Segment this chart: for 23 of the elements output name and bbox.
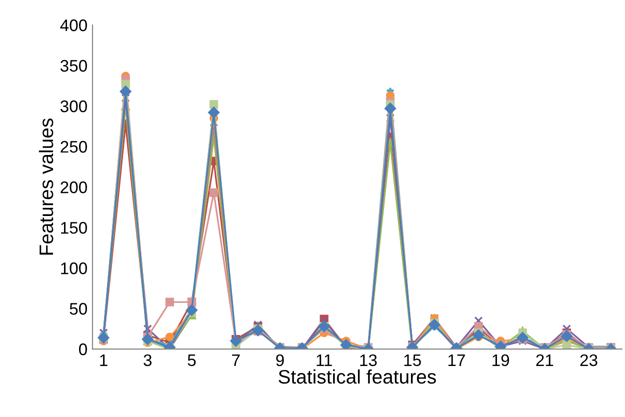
x-tick-label: 11 (316, 354, 332, 366)
y-tick-label: 0 (79, 343, 87, 356)
y-tick-label: 350 (60, 60, 87, 72)
y-tick-label: 150 (61, 222, 87, 234)
x-tick-label: 15 (404, 354, 421, 366)
y-tick-label: 50 (70, 302, 87, 315)
y-tick-label: 100 (61, 262, 87, 274)
x-tick-label: 7 (232, 354, 240, 366)
y-axis-title: Features values (38, 118, 54, 255)
y-tick-label: 200 (60, 181, 87, 194)
x-tick-label: 17 (448, 354, 465, 366)
x-axis-title: Statistical features (278, 369, 436, 384)
x-tick-label: 3 (144, 354, 152, 366)
x-tick-label: 5 (188, 354, 196, 366)
x-tick-label: 21 (536, 354, 554, 366)
x-tick-label: 19 (492, 354, 510, 366)
x-tick-label: 1 (100, 354, 108, 366)
x-tick-label: 9 (276, 354, 284, 366)
x-tick-label: 13 (360, 354, 377, 366)
y-tick-label: 300 (60, 100, 87, 112)
y-tick-label: 250 (60, 140, 87, 153)
x-tick-label: 23 (580, 354, 598, 366)
y-tick-label: 400 (60, 19, 87, 32)
